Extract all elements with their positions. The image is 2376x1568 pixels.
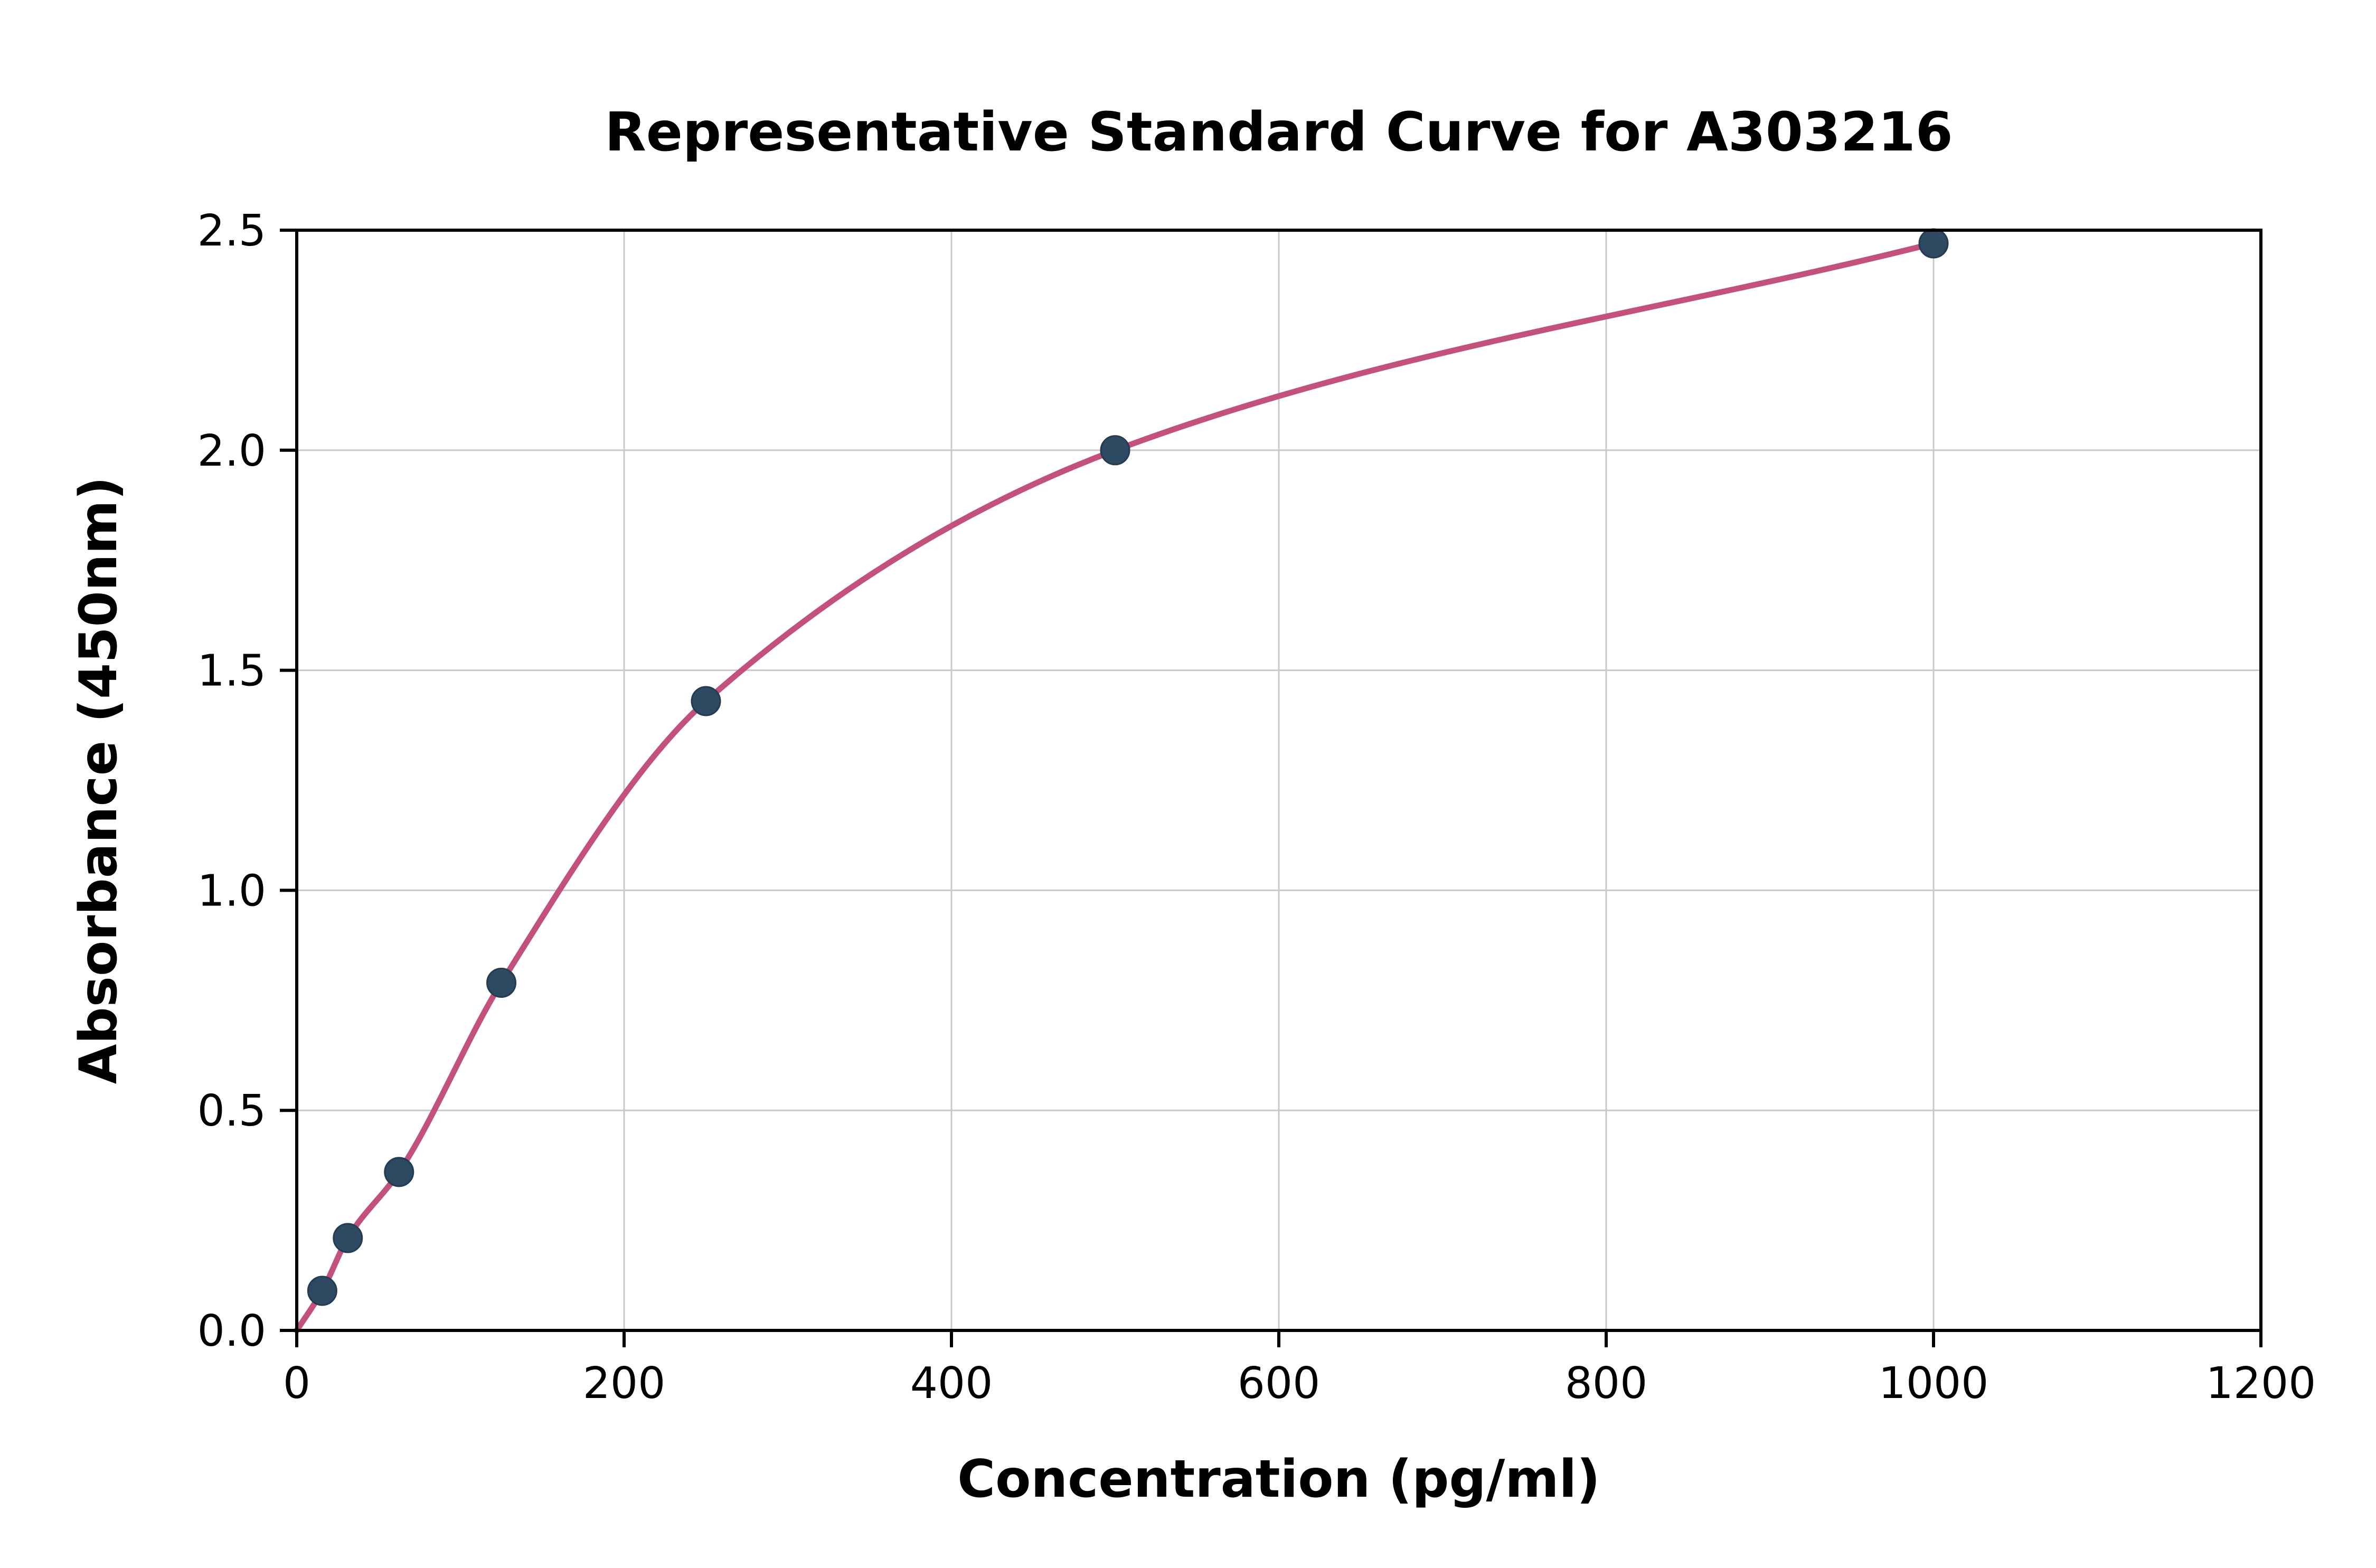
- y-tick-label: 2.5: [197, 206, 266, 256]
- chart-title: Representative Standard Curve for A30321…: [605, 101, 1953, 164]
- y-tick-label: 0.5: [197, 1086, 266, 1136]
- data-point: [307, 1276, 337, 1306]
- x-tick-label: 800: [1565, 1358, 1648, 1409]
- y-tick-label: 2.0: [197, 426, 266, 476]
- data-point: [333, 1223, 363, 1253]
- x-axis-label: Concentration (pg/ml): [957, 1449, 1600, 1509]
- gridlines: [297, 230, 2261, 1330]
- data-point: [691, 686, 721, 716]
- x-tick-label: 0: [283, 1358, 310, 1409]
- y-tick-label: 1.5: [197, 646, 266, 696]
- fitted-curve: [294, 240, 1937, 1334]
- data-point: [384, 1157, 414, 1187]
- x-tick-label: 400: [910, 1358, 993, 1409]
- y-tick-label: 1.0: [197, 866, 266, 916]
- x-tick-label: 200: [583, 1358, 666, 1409]
- y-tick-label: 0.0: [197, 1306, 266, 1356]
- x-tick-label: 600: [1238, 1358, 1321, 1409]
- data-point: [486, 967, 516, 998]
- x-tick-label: 1200: [2206, 1358, 2316, 1409]
- data-point: [1918, 228, 1949, 259]
- y-axis-label: Absorbance (450nm): [69, 477, 129, 1084]
- x-tick-label: 1000: [1879, 1358, 1989, 1409]
- axis-ticks: 0 200 400 600 800 1000 1200 0.0 0.5 1.0 1.5 2.0 2.5: [197, 206, 2316, 1409]
- chart-data-layer: [294, 228, 1949, 1334]
- data-point: [1100, 435, 1130, 466]
